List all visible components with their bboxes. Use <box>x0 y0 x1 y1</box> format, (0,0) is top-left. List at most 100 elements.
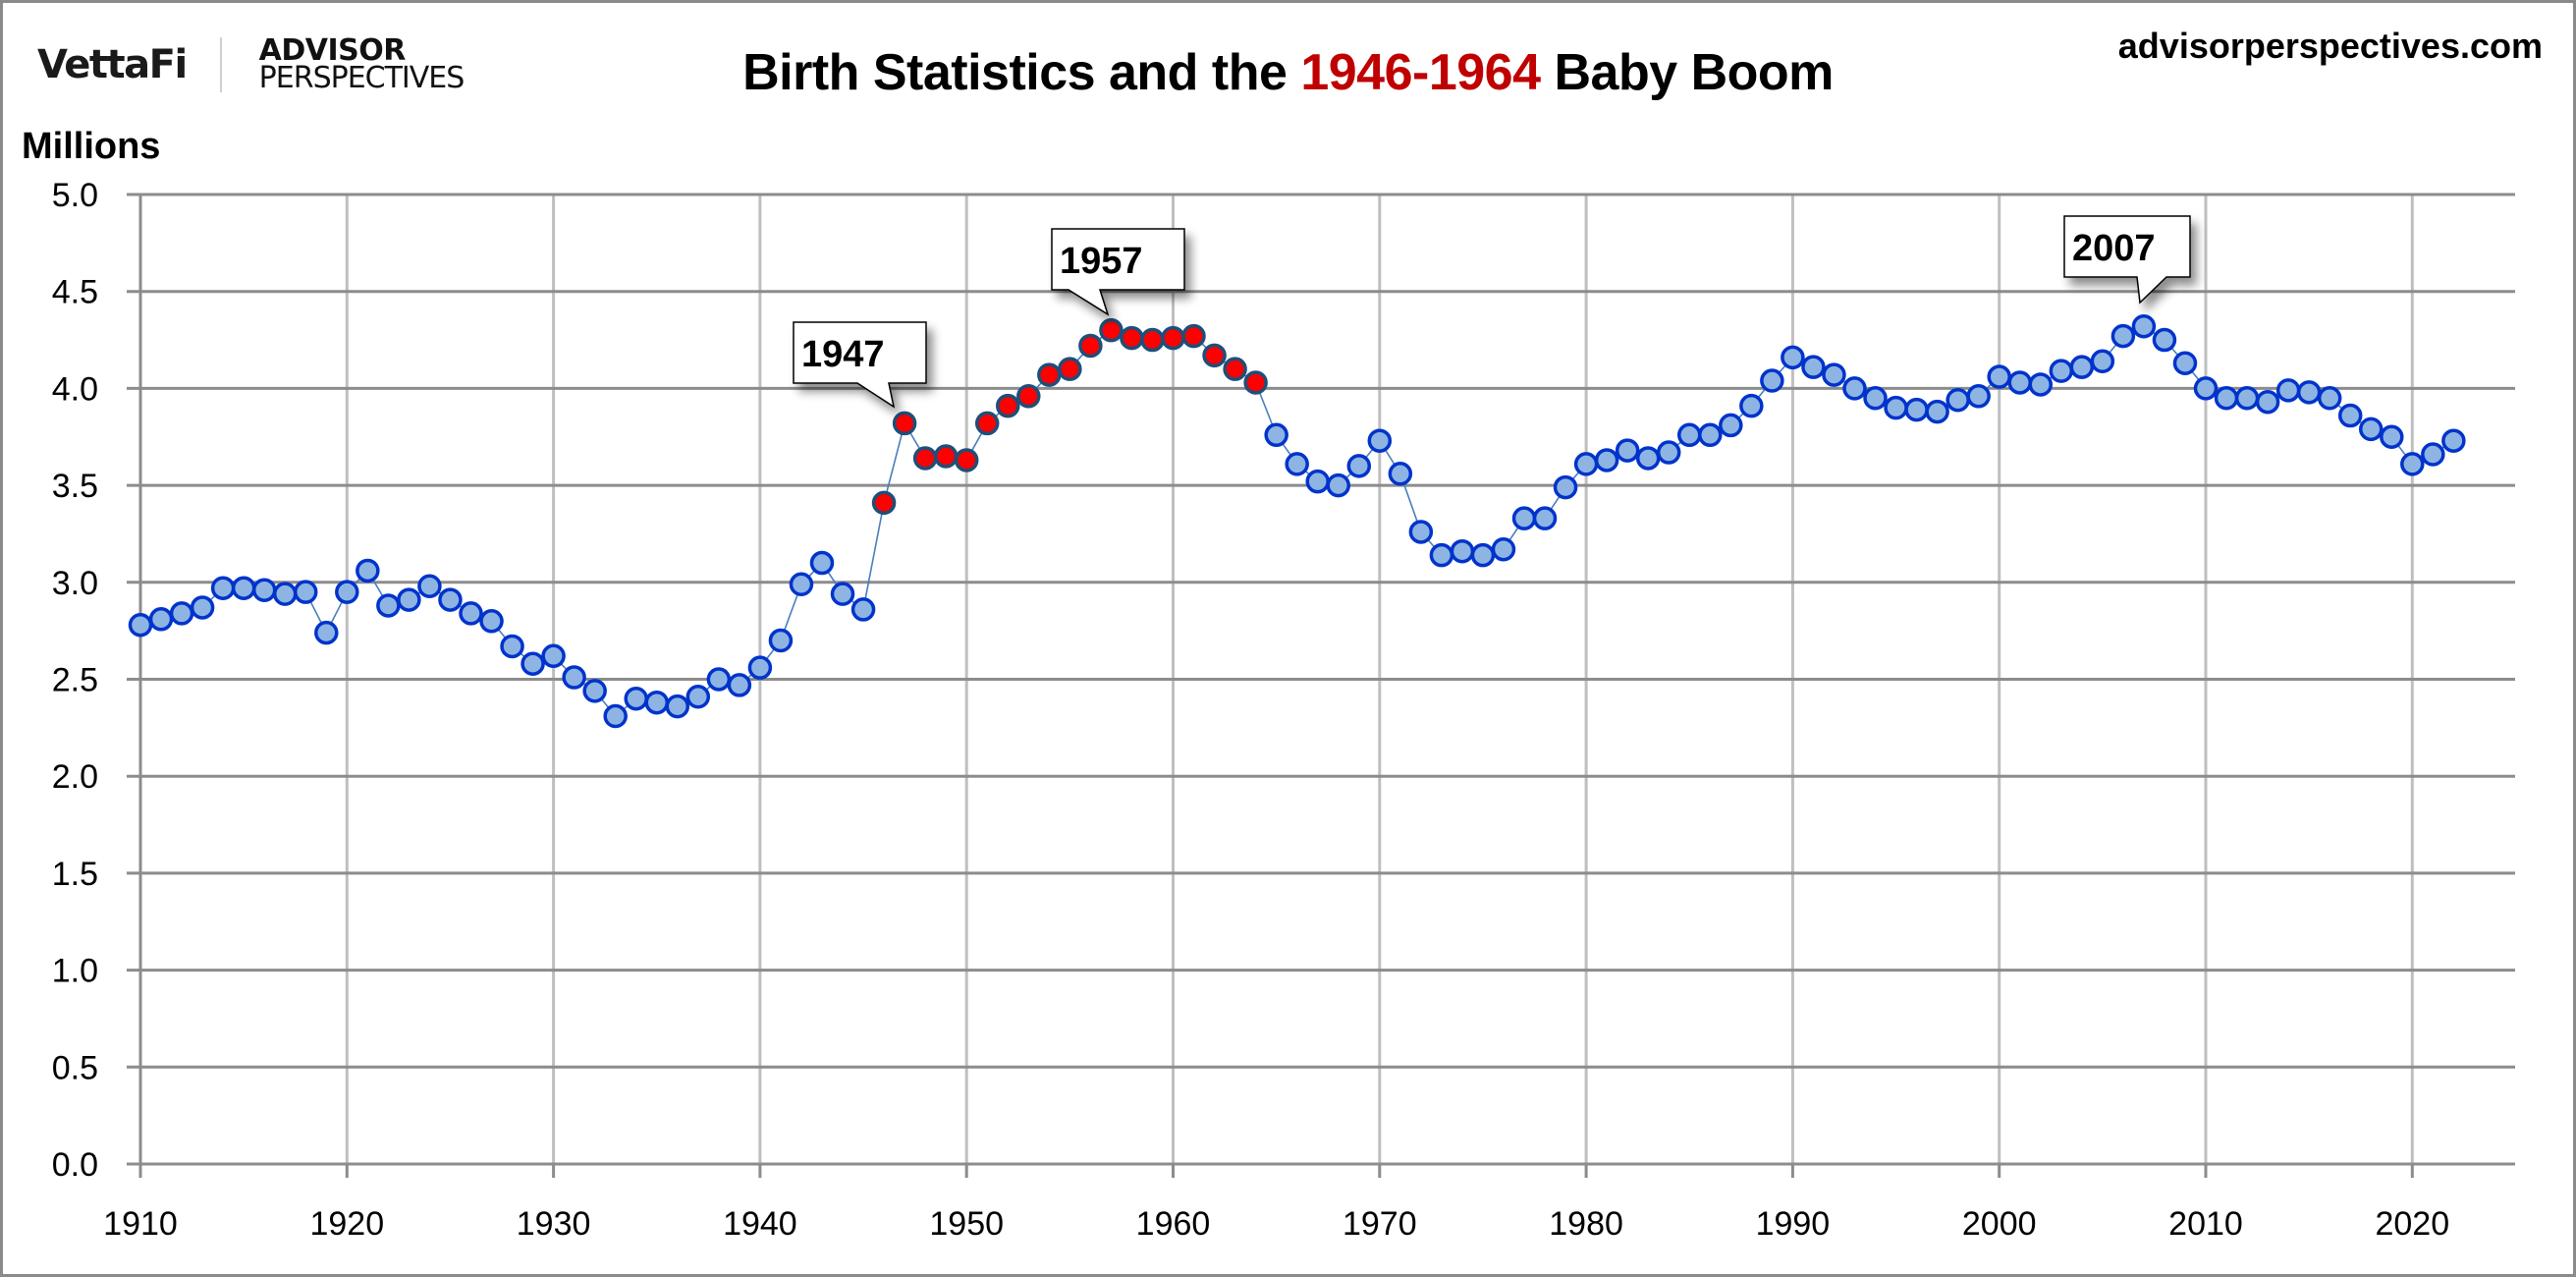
chart-title: Birth Statistics and the 1946-1964 Baby … <box>0 43 2576 102</box>
data-point <box>2214 386 2239 411</box>
data-point <box>1698 422 1723 448</box>
data-point <box>2028 372 2054 397</box>
data-point <box>231 576 256 600</box>
boom-data-point <box>912 446 938 471</box>
data-point <box>1635 446 1661 471</box>
data-point <box>2421 442 2445 467</box>
x-tick-label: 1940 <box>723 1205 797 1243</box>
boom-data-point <box>1140 327 1165 353</box>
data-point <box>706 667 732 692</box>
boom-data-point <box>1161 325 1185 351</box>
data-point <box>541 643 566 669</box>
boom-data-point <box>1243 370 1268 395</box>
callouts: 1947 1957 2007 <box>793 215 2191 409</box>
boom-data-point <box>933 444 959 469</box>
data-point <box>2275 378 2301 403</box>
data-point <box>582 679 607 703</box>
y-tick-label: 3.0 <box>52 565 98 602</box>
data-point <box>2007 370 2032 395</box>
callout-box <box>1051 228 1185 316</box>
data-point <box>1739 393 1764 418</box>
callout-label: 1947 <box>801 334 885 375</box>
data-point <box>1801 355 1826 379</box>
data-point <box>479 609 504 634</box>
data-point <box>2441 428 2466 453</box>
data-point <box>1966 384 1991 409</box>
x-tick-labels: 1910 1920 1930 1940 1950 1960 1970 1980 1990 2000… <box>103 1205 2449 1243</box>
data-point <box>1719 413 1743 438</box>
callout-1957: 1957 <box>1051 228 1185 316</box>
data-point <box>500 634 524 659</box>
data-point <box>1346 454 1372 478</box>
data-point <box>1573 452 1599 476</box>
callout-2007: 2007 <box>2063 215 2191 305</box>
y-tick-label: 3.5 <box>52 468 98 505</box>
data-point <box>1594 448 1619 472</box>
boom-data-point <box>1016 384 1041 409</box>
y-tick-label: 5.0 <box>52 177 98 214</box>
data-point <box>2255 389 2280 415</box>
data-point <box>1532 506 1558 530</box>
data-point <box>1367 428 1393 453</box>
data-point <box>2069 355 2095 379</box>
data-point <box>521 651 545 676</box>
data-point <box>1264 422 1288 448</box>
data-point <box>1408 520 1434 544</box>
series-line <box>139 325 2454 718</box>
callout-label: 1957 <box>1060 241 1143 282</box>
data-point <box>1781 345 1805 370</box>
data-point <box>1760 368 1784 393</box>
data-point <box>397 587 421 612</box>
data-point <box>2131 313 2157 339</box>
boom-data-point <box>1058 357 1082 381</box>
data-point <box>1450 538 1475 564</box>
brand-logo: VettaFi ADVISOR PERSPECTIVES <box>37 35 466 95</box>
data-point <box>1326 472 1350 498</box>
data-point <box>1491 536 1516 562</box>
data-point <box>128 612 153 638</box>
data-point <box>1615 438 1640 463</box>
data-point <box>2337 403 2363 428</box>
logo-ap-bottom: PERSPECTIVES <box>258 61 466 95</box>
data-point <box>190 595 215 620</box>
y-axis-label: Millions <box>22 126 161 167</box>
data-point <box>2152 327 2177 353</box>
data-point <box>1925 399 1949 424</box>
boom-data-point <box>1202 343 1227 368</box>
title-prefix: Birth Statistics and the <box>742 44 1301 101</box>
horizontal-gridlines <box>127 193 2515 1166</box>
callout-box <box>2063 215 2191 305</box>
data-point <box>459 601 483 626</box>
data-point <box>562 665 586 690</box>
x-tick-label: 1990 <box>1756 1205 1831 1243</box>
data-point <box>727 673 752 697</box>
boom-data-point <box>1099 317 1124 343</box>
data-point <box>644 690 669 715</box>
data-point <box>376 593 401 618</box>
data-point <box>1285 452 1309 476</box>
x-tick-label: 1970 <box>1343 1205 1417 1243</box>
data-point <box>1388 462 1413 486</box>
data-point <box>685 685 711 709</box>
boom-data-point <box>996 393 1020 418</box>
y-tick-label: 2.0 <box>52 758 98 796</box>
data-point <box>1656 440 1681 465</box>
data-point <box>768 628 794 653</box>
data-point <box>2193 376 2219 401</box>
y-tick-label: 4.5 <box>52 274 98 311</box>
data-point <box>314 620 339 645</box>
x-tick-label: 1960 <box>1136 1205 1211 1243</box>
y-tick-label: 1.0 <box>52 953 98 990</box>
data-point <box>417 574 442 598</box>
data-point <box>2172 351 2198 375</box>
data-point <box>665 694 690 719</box>
data-point <box>1904 397 1929 422</box>
data-point <box>1553 474 1578 500</box>
x-tick-label: 1980 <box>1549 1205 1623 1243</box>
data-point <box>1987 364 2011 389</box>
callout-box <box>793 321 927 409</box>
data-point <box>2296 380 2322 405</box>
y-tick-label: 1.5 <box>52 856 98 893</box>
logo-divider <box>219 37 222 92</box>
